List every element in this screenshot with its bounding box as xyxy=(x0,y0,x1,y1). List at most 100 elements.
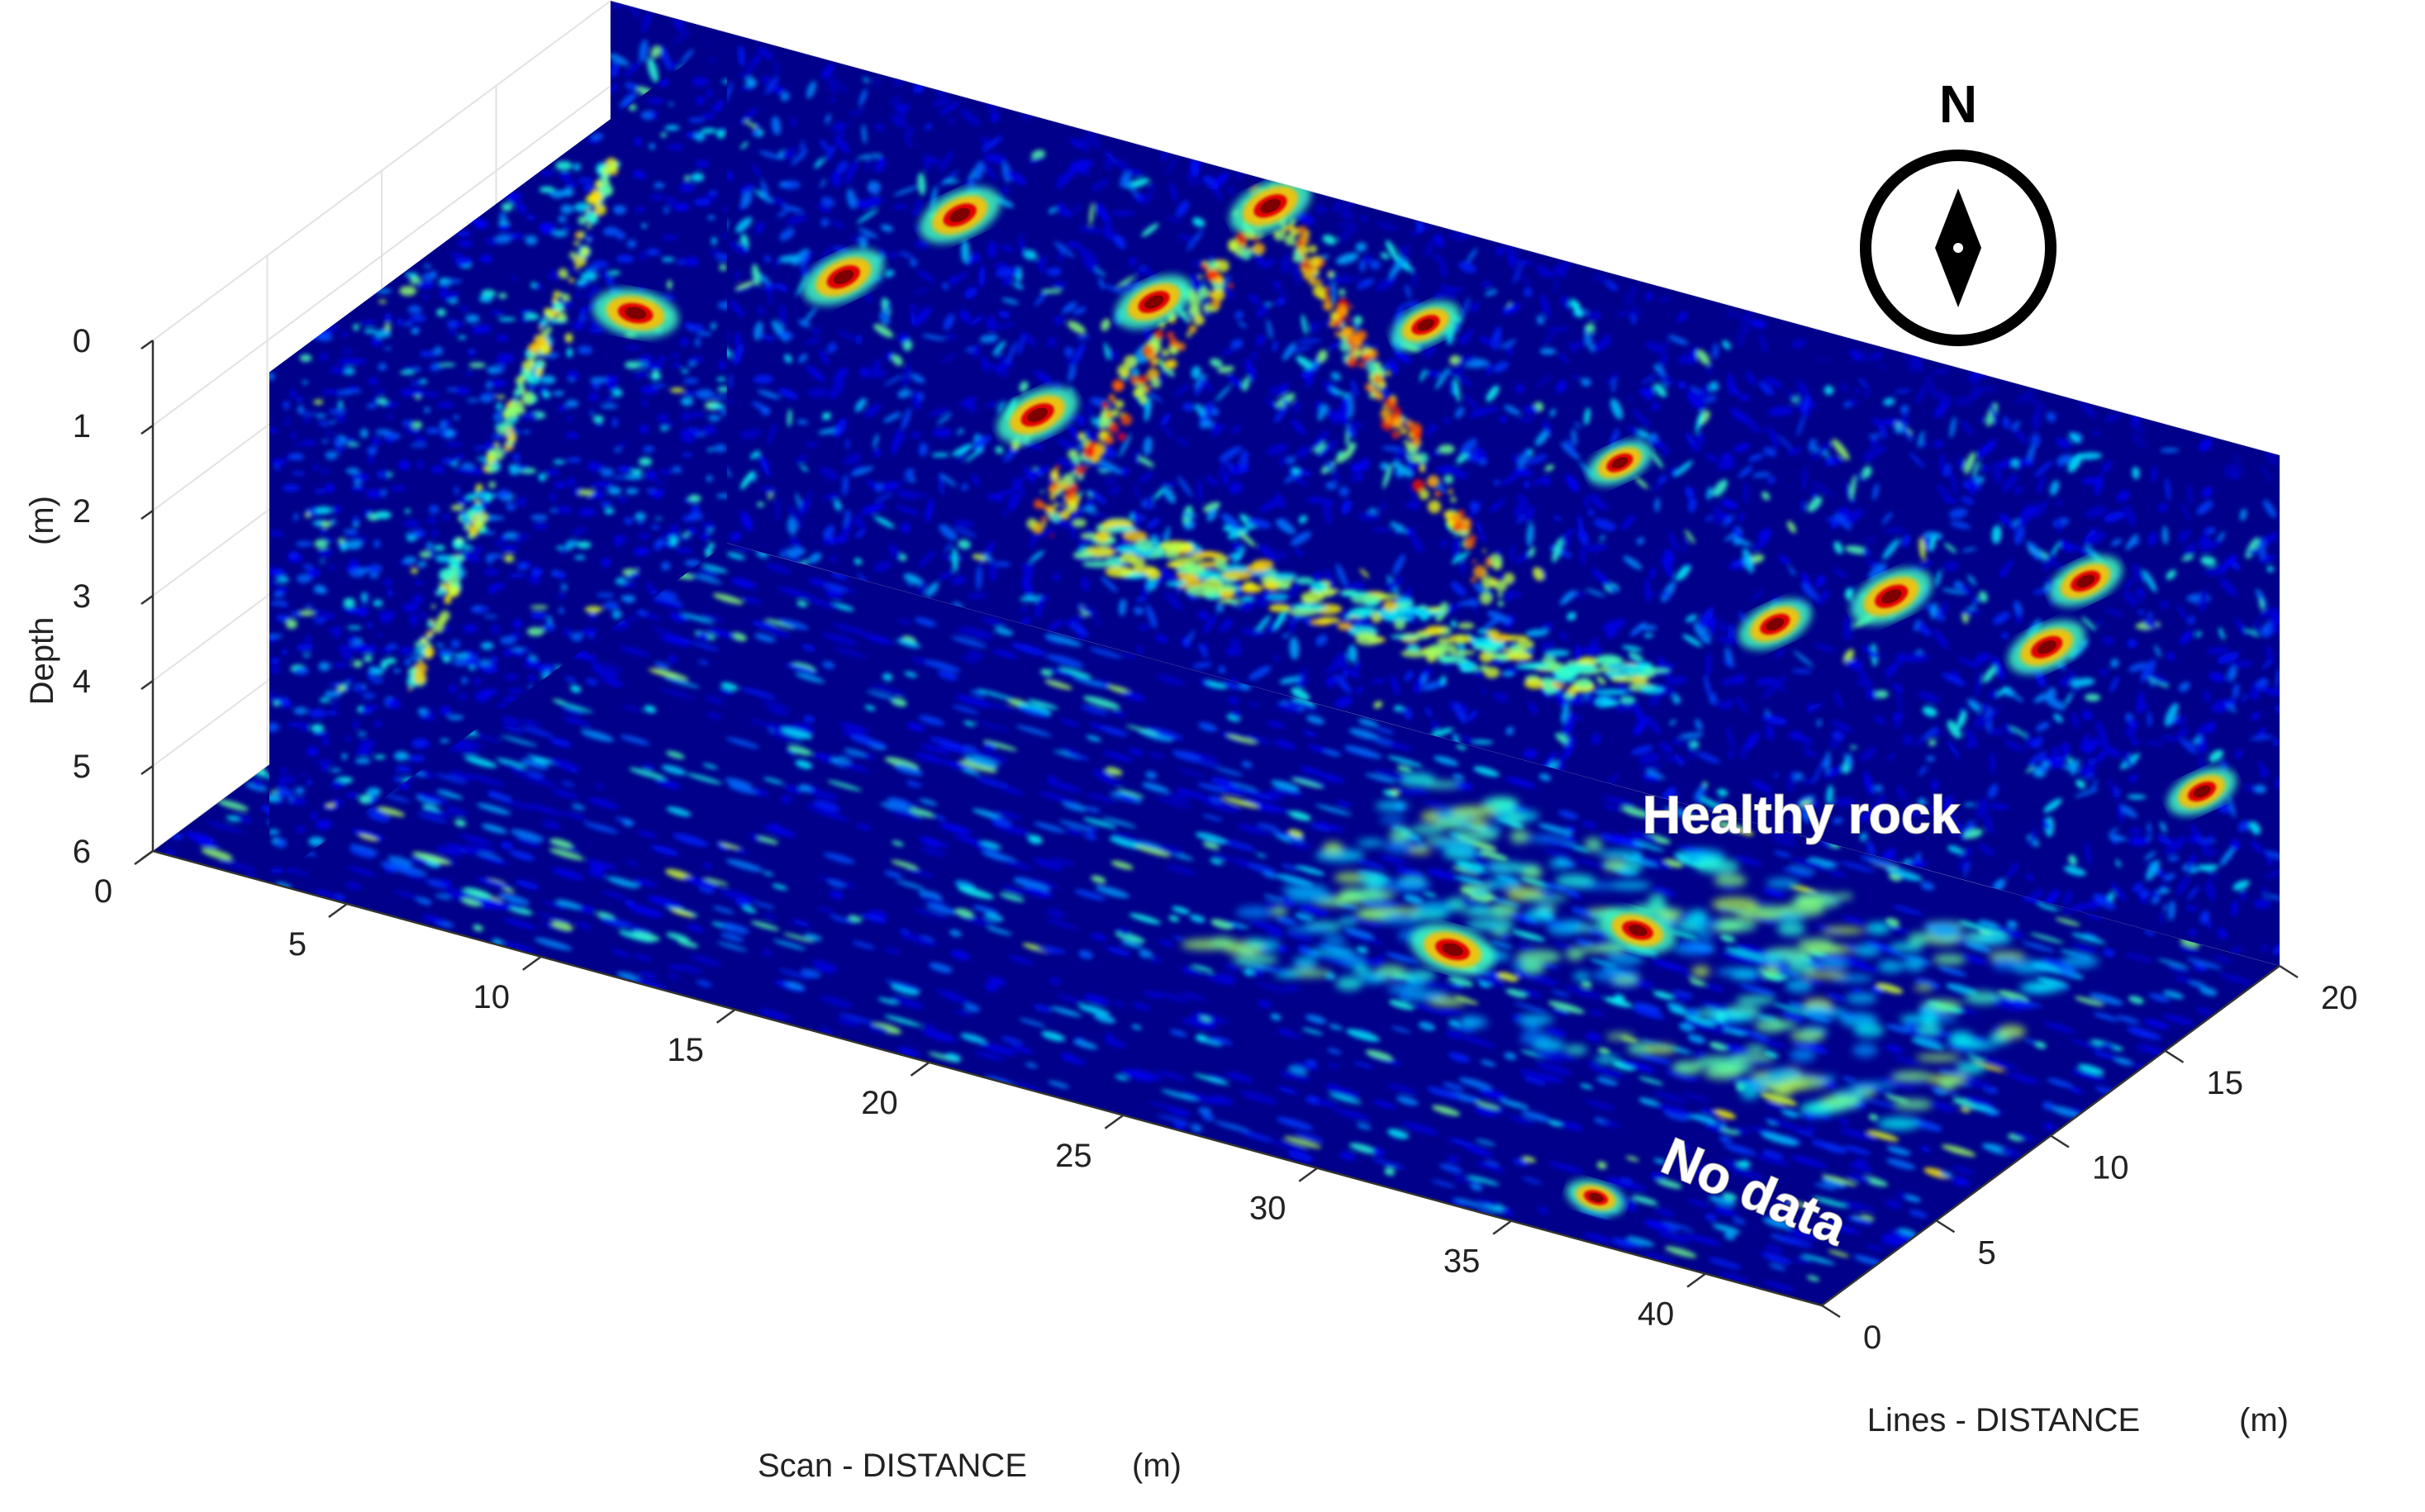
scan-noise-mark xyxy=(503,675,519,680)
scan-noise-mark xyxy=(527,627,544,636)
scan-noise-mark xyxy=(351,486,366,491)
lines-reflector-mark xyxy=(1338,622,1353,630)
lines-reflector-mark xyxy=(1429,606,1442,612)
scan-noise-mark xyxy=(438,363,455,366)
depth-band-mark xyxy=(1840,1013,1878,1027)
scan-noise-mark xyxy=(420,351,436,358)
lines-v-mark xyxy=(1470,535,1476,541)
scan-noise-mark xyxy=(625,487,638,494)
lines-v-mark xyxy=(1334,331,1339,336)
lines-reflector-mark xyxy=(1549,678,1576,683)
scan-noise-mark xyxy=(651,525,660,530)
lines-v-mark xyxy=(1353,349,1361,357)
lines-reflector-mark xyxy=(1428,649,1441,659)
depth-band-mark xyxy=(1796,899,1823,907)
depth-band-mark xyxy=(1385,879,1430,892)
depth-band-mark xyxy=(1611,881,1652,889)
scan-noise-mark xyxy=(412,594,425,604)
scan-noise-mark xyxy=(335,445,343,453)
lines-v-mark xyxy=(1482,549,1486,553)
depth-band-mark xyxy=(1766,1068,1800,1081)
scan-noise-mark xyxy=(327,710,337,716)
scan-noise-mark xyxy=(440,283,449,292)
lines-v-mark xyxy=(1498,592,1504,598)
depth-band-mark xyxy=(1358,839,1385,847)
lines-reflector-mark xyxy=(1110,526,1139,531)
scan-noise-mark xyxy=(360,429,369,438)
depth-band-mark xyxy=(1510,830,1530,844)
depth-band-mark xyxy=(1597,850,1642,858)
lines-v-mark xyxy=(1473,565,1486,578)
scan-noise-mark xyxy=(290,434,297,437)
depth-band-mark xyxy=(1244,939,1266,948)
depth-band-mark xyxy=(1525,835,1569,843)
scan-noise-mark xyxy=(364,655,372,662)
scan-noise-mark xyxy=(555,161,573,170)
lines-v-mark xyxy=(1215,276,1224,285)
depth-band-mark xyxy=(1585,838,1603,853)
depth-band-mark xyxy=(1335,977,1362,991)
depth-band-mark xyxy=(1714,874,1747,887)
lines-reflector-mark xyxy=(1391,635,1417,640)
lines-noise-mark xyxy=(764,255,771,262)
lines-v-mark xyxy=(1305,231,1310,236)
scan-noise-mark xyxy=(668,102,673,106)
scan-noise-mark xyxy=(590,321,601,329)
depth-band-mark xyxy=(1455,830,1499,842)
lines-v-mark xyxy=(1162,349,1169,357)
depth-band-mark xyxy=(1468,819,1489,828)
scan-noise-mark xyxy=(658,356,667,361)
lines-v-mark xyxy=(1072,456,1081,465)
scan-noise-mark xyxy=(441,293,458,301)
depth-band-mark xyxy=(1848,1082,1898,1089)
depth-band-mark xyxy=(1904,957,1926,972)
lines-reflector-mark xyxy=(1073,551,1092,559)
lines-reflector-mark xyxy=(1594,689,1627,696)
lines-v-mark xyxy=(1347,318,1351,322)
lines-v-mark xyxy=(1359,362,1366,368)
depth-band-mark xyxy=(1735,911,1781,920)
scan-noise-mark xyxy=(388,589,393,597)
lines-reflector-mark xyxy=(1611,678,1635,682)
lines-v-mark xyxy=(1139,396,1147,403)
depth-band-mark xyxy=(1755,1019,1786,1033)
lines-v-mark xyxy=(1108,394,1115,401)
lines-v-mark xyxy=(1193,314,1204,325)
lines-v-mark xyxy=(1448,520,1455,527)
scan-noise-mark xyxy=(481,642,494,650)
lines-reflector-mark xyxy=(1502,671,1514,677)
scan-noise-mark xyxy=(673,202,689,211)
lines-v-mark xyxy=(1313,285,1325,297)
scan-noise-mark xyxy=(361,320,376,326)
depth-band-mark xyxy=(1790,1029,1825,1042)
lines-v-mark xyxy=(1182,312,1186,316)
depth-band-mark xyxy=(1740,1089,1759,1099)
lines-v-mark xyxy=(1386,420,1390,423)
depth-band-mark xyxy=(1785,978,1813,992)
scan-noise-mark xyxy=(525,235,537,245)
lines-v-mark xyxy=(1405,420,1413,427)
scan-noise-mark xyxy=(410,444,427,448)
lines-v-mark xyxy=(1368,387,1373,392)
scan-noise-mark xyxy=(554,459,565,464)
scan-noise-mark xyxy=(582,629,597,635)
scan-noise-mark xyxy=(484,531,496,535)
lines-v-mark xyxy=(1324,287,1330,292)
scan-noise-mark xyxy=(566,267,581,271)
depth-band-mark xyxy=(1711,897,1758,912)
scan-noise-mark xyxy=(313,464,318,470)
lines-reflector-mark xyxy=(1120,553,1137,563)
scan-noise-mark xyxy=(613,205,626,215)
lines-reflector-mark xyxy=(1506,652,1533,661)
scan-noise-mark xyxy=(447,715,464,720)
depth-band-mark xyxy=(2018,982,2056,994)
lines-v-mark xyxy=(1350,305,1353,308)
lines-v-mark xyxy=(1341,328,1350,337)
depth-band-mark xyxy=(1433,839,1476,849)
lines-v-mark xyxy=(1061,482,1067,487)
lines-v-mark xyxy=(1443,474,1453,484)
lines-v-mark xyxy=(1050,534,1054,538)
lines-reflector-mark xyxy=(1644,667,1671,673)
scan-noise-mark xyxy=(343,652,353,659)
lines-v-mark xyxy=(1306,257,1310,260)
